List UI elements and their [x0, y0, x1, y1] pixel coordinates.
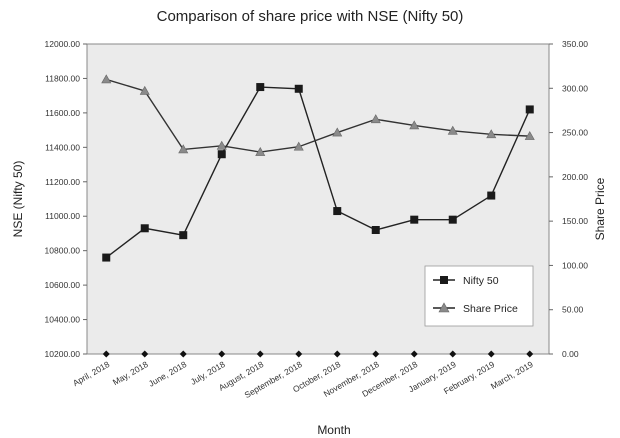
share-price-point	[139, 85, 150, 95]
left-tick-label: 10800.00	[45, 246, 81, 256]
x-tick-marker	[218, 350, 226, 358]
nifty-point	[217, 150, 226, 159]
share-price-point	[524, 131, 535, 140]
share-price-point	[216, 140, 227, 150]
right-tick-label: 150.00	[562, 216, 588, 226]
nifty-point	[448, 215, 457, 224]
x-tick-marker	[526, 350, 534, 358]
share-price-point	[486, 129, 497, 139]
series-line-nifty	[105, 86, 531, 259]
nifty-point	[371, 226, 380, 234]
right-tick-label: 100.00	[562, 260, 588, 270]
x-tick-marker	[333, 350, 341, 358]
x-tick-marker	[487, 350, 495, 358]
y-axis-left-title: NSE (Nifty 50)	[11, 161, 25, 238]
legend-label: Share Price	[463, 303, 518, 315]
x-tick-label: June, 2018	[147, 359, 189, 389]
share-price-point	[370, 114, 381, 124]
legend-triangle-marker	[438, 302, 450, 313]
x-tick-marker	[449, 350, 457, 358]
x-axis-title: Month	[317, 423, 350, 437]
nifty-point	[333, 207, 342, 216]
share-price-point	[332, 127, 343, 137]
x-tick-label: March, 2019	[489, 359, 535, 391]
left-tick-label: 10600.00	[45, 280, 81, 290]
x-tick-marker	[179, 350, 187, 358]
right-tick-label: 250.00	[562, 128, 588, 138]
x-tick-label: April, 2018	[71, 359, 111, 388]
nifty-point	[256, 83, 265, 92]
share-price-point	[293, 141, 304, 151]
share-price-point	[409, 120, 420, 130]
right-tick-label: 200.00	[562, 172, 588, 182]
left-tick-label: 12000.00	[45, 39, 81, 49]
left-tick-label: 10400.00	[45, 315, 81, 325]
share-price-point	[255, 146, 266, 156]
left-tick-label: 11800.00	[45, 73, 80, 83]
left-tick-label: 11600.00	[45, 108, 80, 118]
share-price-point	[178, 144, 189, 154]
left-axis-ticks: 10200.00 10400.00 10600.00 10800.00 11000.00…	[45, 39, 87, 359]
x-tick-marker	[256, 350, 264, 358]
left-tick-label: 10200.00	[45, 349, 81, 359]
series-line-share-price	[106, 78, 530, 153]
legend: Nifty 50 Share Price	[424, 265, 534, 327]
right-tick-label: 350.00	[562, 39, 588, 49]
x-tick-label: May, 2018	[111, 359, 150, 387]
nifty-point	[140, 224, 149, 233]
left-tick-label: 11200.00	[45, 177, 80, 187]
series-layer	[101, 74, 535, 262]
chart-title: Comparison of share price with NSE (Nift…	[156, 8, 464, 25]
share-price-point	[101, 74, 112, 84]
x-tick-marker	[410, 350, 418, 358]
x-tick-marker	[372, 350, 380, 358]
legend-square-marker	[440, 276, 448, 284]
share-price-point	[447, 125, 458, 135]
x-tick-marker	[102, 350, 110, 358]
nifty-point	[102, 253, 111, 262]
nifty-point	[525, 105, 534, 114]
x-tick-marker	[295, 350, 303, 358]
right-tick-label: 0.00	[562, 349, 579, 359]
y-axis-right-title: Share Price	[593, 177, 607, 240]
nifty-point	[294, 84, 303, 93]
right-axis-ticks: 0.00 50.00 100.00 150.00 200.00 250.00 300.00 3…	[549, 39, 588, 359]
nifty-point	[179, 231, 188, 240]
right-tick-label: 50.00	[562, 305, 584, 315]
right-tick-label: 300.00	[562, 83, 588, 93]
nifty-point	[487, 191, 496, 200]
x-tick-marker	[141, 350, 149, 358]
legend-label: Nifty 50	[463, 275, 499, 287]
left-tick-label: 11400.00	[45, 142, 80, 152]
left-tick-label: 11000.00	[45, 211, 80, 221]
nifty-point	[410, 215, 419, 224]
